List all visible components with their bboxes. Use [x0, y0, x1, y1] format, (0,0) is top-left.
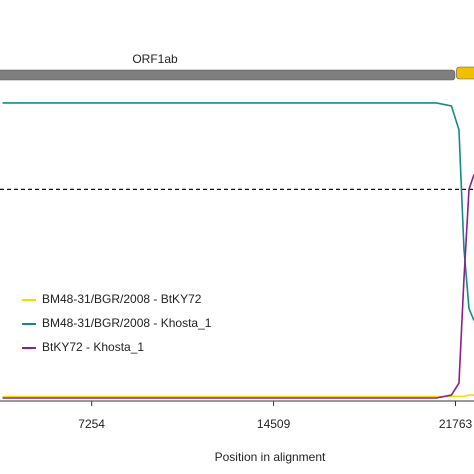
legend-label: BtKY72 - Khosta_1: [42, 340, 144, 354]
legend-label: BM48-31/BGR/2008 - Khosta_1: [42, 316, 212, 330]
x-axis-label: Position in alignment: [215, 450, 326, 464]
series-line: [2, 174, 474, 399]
gene-bar: [456, 66, 474, 80]
x-tick-label: 21763: [439, 417, 473, 431]
x-tick-label: 14509: [257, 417, 291, 431]
series-line: [2, 394, 474, 398]
series-line: [2, 102, 474, 321]
gene-bar: [0, 69, 456, 81]
legend-label: BM48-31/BGR/2008 - BtKY72: [42, 292, 202, 306]
x-tick-label: 7254: [78, 417, 105, 431]
gene-label: ORF1ab: [132, 52, 178, 66]
